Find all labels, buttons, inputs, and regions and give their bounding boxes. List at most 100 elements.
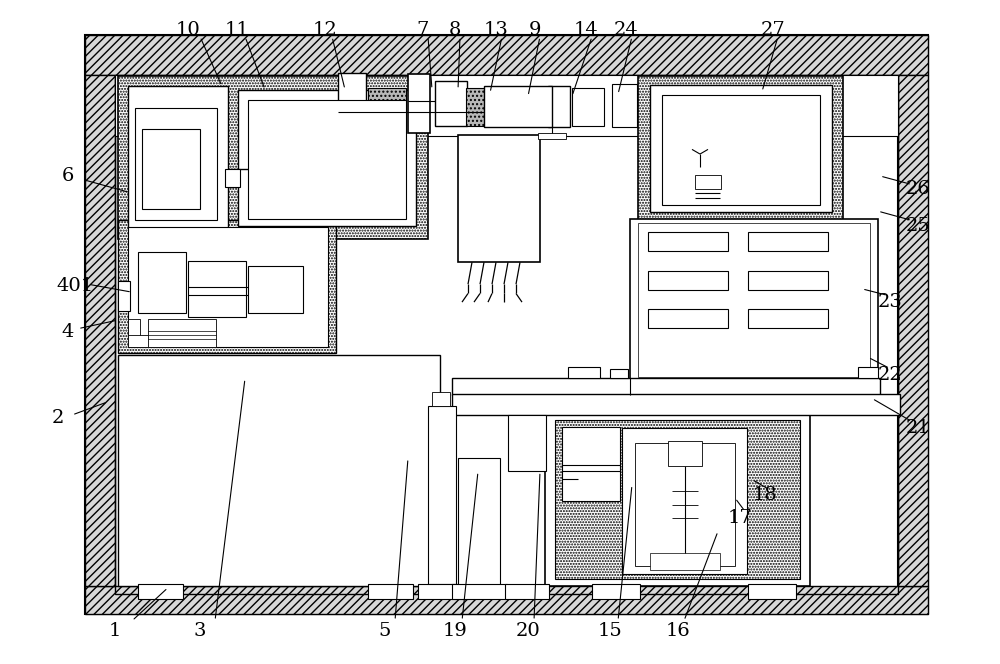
Bar [648,232,728,251]
Bar [118,220,336,353]
Text: 16: 16 [666,622,690,640]
Text: 21: 21 [906,419,930,438]
Bar [248,100,406,219]
Text: 11: 11 [225,21,249,39]
Text: 18: 18 [753,485,777,504]
Bar [85,35,928,75]
Bar [748,232,828,251]
Bar [418,584,468,599]
Bar [466,88,504,126]
Bar [555,420,800,579]
Bar [668,441,702,466]
Bar [135,108,217,220]
Text: 19: 19 [443,622,467,640]
Bar [458,458,500,586]
Text: 7: 7 [417,21,429,39]
Bar [695,175,721,189]
Bar [568,367,600,378]
Bar [612,84,637,127]
Bar [592,584,640,599]
Bar [142,129,200,209]
Bar [610,369,628,378]
Bar [128,86,228,229]
Bar [452,584,507,599]
Bar [858,367,878,378]
Text: 15: 15 [598,622,622,640]
Bar [545,413,810,586]
Bar [572,88,604,126]
Bar [118,281,130,311]
Bar [648,309,728,328]
Bar [508,88,546,126]
Bar [650,553,720,570]
Bar [85,35,928,614]
Bar [85,75,115,586]
Bar [128,335,166,347]
Bar [188,261,246,317]
Bar [748,584,796,599]
Bar [538,133,566,139]
Text: 27: 27 [761,21,785,39]
Bar [562,427,620,501]
Bar [452,394,900,415]
Bar [452,378,880,395]
Bar [662,95,820,205]
Text: 26: 26 [906,180,930,199]
Text: 5: 5 [379,622,391,640]
Bar [115,75,898,594]
Bar [630,219,878,382]
Bar [428,406,456,584]
Text: 8: 8 [449,21,461,39]
Text: 9: 9 [529,21,541,39]
Bar [238,90,416,226]
Text: 20: 20 [516,622,540,640]
Bar [128,227,328,347]
Text: 6: 6 [62,167,74,185]
Text: 4: 4 [62,323,74,341]
Text: 23: 23 [878,293,902,311]
Bar [748,271,828,290]
Bar [432,392,450,406]
Text: 22: 22 [878,366,902,384]
Bar [458,135,540,262]
Bar [128,319,140,337]
Bar [748,88,783,126]
Text: 24: 24 [614,21,638,39]
Bar [638,223,870,377]
Bar [225,169,240,187]
Bar [505,584,549,599]
Text: 12: 12 [313,21,337,39]
Bar [148,319,216,347]
Bar [338,73,366,127]
Bar [650,85,832,212]
Text: 17: 17 [728,509,752,527]
Bar [138,252,186,313]
Bar [748,309,828,328]
Bar [484,86,552,127]
Bar [635,443,735,566]
Bar [368,88,406,126]
Bar [622,428,747,574]
Bar [508,415,546,471]
Text: 25: 25 [906,216,930,235]
Text: 401: 401 [56,276,94,295]
Text: 1: 1 [109,622,121,640]
Bar [898,75,928,586]
Bar [638,76,843,220]
Bar [115,55,898,594]
Text: 10: 10 [176,21,200,39]
Bar [85,586,928,614]
Bar [248,266,303,313]
Bar [118,355,440,586]
Bar [118,76,428,239]
Text: 14: 14 [574,21,598,39]
Text: 13: 13 [484,21,508,39]
Bar [648,271,728,290]
Bar [368,584,413,599]
Text: 3: 3 [194,622,206,640]
Bar [408,74,430,133]
Bar [548,86,570,127]
Bar [115,75,898,136]
Text: 2: 2 [52,409,64,428]
Bar [138,584,183,599]
